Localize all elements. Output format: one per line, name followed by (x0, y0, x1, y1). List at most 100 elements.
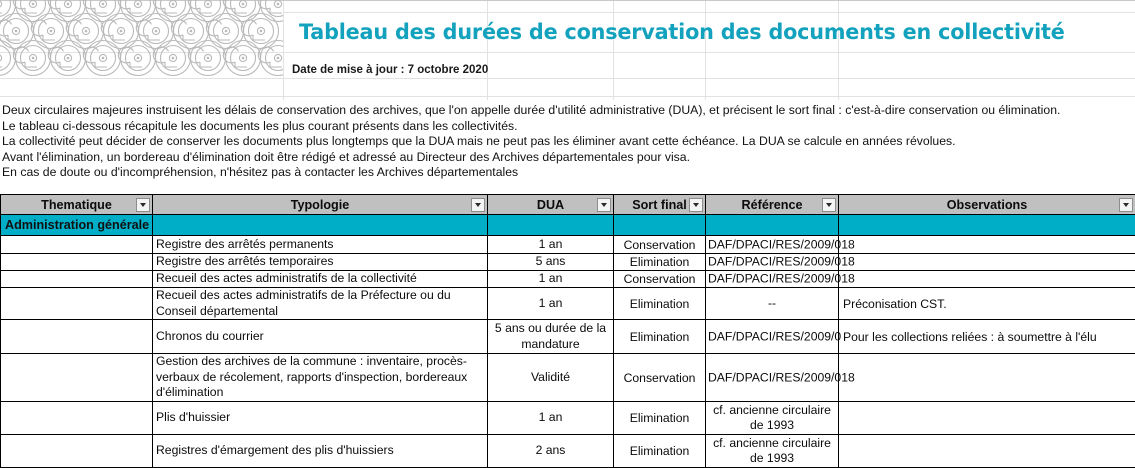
section-band-label: Administration générale (1, 215, 153, 236)
column-header-label: Référence (742, 198, 803, 212)
intro-line: Le tableau ci-dessous récapitule les doc… (2, 119, 1126, 135)
intro-line: Deux circulaires majeures instruisent le… (2, 103, 1126, 119)
column-header-label: DUA (537, 198, 564, 212)
column-header-label: Observations (947, 198, 1028, 212)
cell-reference: DAF/DPACI/RES/2009/018 (706, 320, 839, 354)
column-header-dua[interactable]: DUA (488, 195, 614, 215)
cell-observations (839, 402, 1135, 435)
cell-observations: Préconisation CST. (839, 288, 1135, 320)
column-header-label: Sort final (632, 198, 687, 212)
cell-thematique (1, 402, 153, 435)
cell-thematique (1, 354, 153, 402)
section-band-cell (706, 215, 839, 236)
cell-sort-final: Conservation (614, 354, 706, 402)
table-header-row: Thematique Typologie DUA Sort final Réfé… (1, 195, 1135, 215)
update-date-label: Date de mise à jour : 7 octobre 2020 (292, 62, 488, 78)
table-row[interactable]: Registres d'émargement des plis d'huissi… (1, 435, 1135, 468)
cell-typologie: Registres d'émargement des plis d'huissi… (153, 435, 488, 468)
filter-dropdown-icon[interactable] (1119, 198, 1133, 212)
cell-reference: DAF/DPACI/RES/2009/018 (706, 271, 839, 288)
spiral-pattern-logo-icon (0, 0, 283, 78)
column-header-label: Typologie (291, 198, 350, 212)
gridline-horizontal (283, 12, 1135, 13)
cell-reference-text: DAF/DPACI/RES/2009/018 (708, 237, 855, 252)
cell-dua: 1 an (488, 402, 614, 435)
intro-line: En cas de doute ou d'incompréhension, n'… (2, 165, 1126, 181)
column-header-observations[interactable]: Observations (839, 195, 1135, 215)
cell-thematique (1, 271, 153, 288)
section-band-cell (839, 215, 1135, 236)
conservation-table: Thematique Typologie DUA Sort final Réfé… (0, 194, 1135, 468)
page-title: Tableau des durées de conservation des d… (299, 17, 1090, 49)
cell-dua: 1 an (488, 288, 614, 320)
cell-thematique (1, 288, 153, 320)
cell-dua: Validité (488, 354, 614, 402)
cell-sort-final: Conservation (614, 236, 706, 254)
cell-dua: 5 ans ou durée de la mandature (488, 320, 614, 354)
table-row[interactable]: Recueil des actes administratifs de la P… (1, 288, 1135, 320)
filter-dropdown-icon[interactable] (136, 198, 150, 212)
cell-sort-final: Elimination (614, 288, 706, 320)
cell-reference: -- (706, 288, 839, 320)
gridline-vertical (283, 0, 284, 100)
cell-typologie: Recueil des actes administratifs de la c… (153, 271, 488, 288)
cell-reference: DAF/DPACI/RES/2009/018 (706, 354, 839, 402)
cell-reference-text: DAF/DPACI/RES/2009/018 (708, 254, 855, 269)
cell-reference: DAF/DPACI/RES/2009/018 (706, 254, 839, 271)
table-row[interactable]: Chronos du courrier 5 ans ou durée de la… (1, 320, 1135, 354)
filter-dropdown-icon[interactable] (822, 198, 836, 212)
cell-sort-final: Conservation (614, 271, 706, 288)
table-row[interactable]: Plis d'huissier 1 an Elimination cf. anc… (1, 402, 1135, 435)
gridline-horizontal (0, 96, 1135, 97)
table-row[interactable]: Registre des arrêtés temporaires 5 ans E… (1, 254, 1135, 271)
cell-thematique (1, 435, 153, 468)
cell-reference-text: DAF/DPACI/RES/2009/018 (708, 329, 855, 344)
column-header-sort-final[interactable]: Sort final (614, 195, 706, 215)
intro-paragraph: Deux circulaires majeures instruisent le… (2, 103, 1132, 181)
gridline-horizontal (0, 78, 1135, 79)
cell-sort-final: Elimination (614, 435, 706, 468)
column-header-reference[interactable]: Référence (706, 195, 839, 215)
cell-reference-text: DAF/DPACI/RES/2009/018 (708, 370, 855, 385)
column-header-thematique[interactable]: Thematique (1, 195, 153, 215)
filter-dropdown-icon[interactable] (597, 198, 611, 212)
cell-reference-text: DAF/DPACI/RES/2009/018 (708, 271, 855, 286)
cell-sort-final: Elimination (614, 254, 706, 271)
intro-line: Avant l'élimination, un bordereau d'élim… (2, 150, 1126, 166)
table-row[interactable]: Gestion des archives de la commune : inv… (1, 354, 1135, 402)
cell-observations (839, 254, 1135, 271)
cell-dua: 1 an (488, 271, 614, 288)
cell-reference: cf. ancienne circulaire de 1993 (706, 402, 839, 435)
cell-observations (839, 354, 1135, 402)
table-row[interactable]: Recueil des actes administratifs de la c… (1, 271, 1135, 288)
gridline-vertical (705, 0, 706, 100)
document-banner: Tableau des durées de conservation des d… (0, 0, 1135, 194)
column-header-label: Thematique (41, 198, 112, 212)
cell-typologie: Registre des arrêtés temporaires (153, 254, 488, 271)
cell-observations (839, 271, 1135, 288)
cell-typologie: Gestion des archives de la commune : inv… (153, 354, 488, 402)
section-band-cell (153, 215, 488, 236)
cell-reference: DAF/DPACI/RES/2009/018 (706, 236, 839, 254)
gridline-vertical (487, 0, 488, 100)
cell-typologie: Plis d'huissier (153, 402, 488, 435)
intro-line: La collectivité peut décider de conserve… (2, 134, 1126, 150)
column-header-typologie[interactable]: Typologie (153, 195, 488, 215)
cell-sort-final: Elimination (614, 402, 706, 435)
cell-observations (839, 435, 1135, 468)
filter-dropdown-icon[interactable] (471, 198, 485, 212)
section-band-cell (488, 215, 614, 236)
cell-sort-final: Elimination (614, 320, 706, 354)
cell-observations-text: Pour les collections reliées : à soumett… (842, 330, 1097, 344)
table-row[interactable]: Registre des arrêtés permanents 1 an Con… (1, 236, 1135, 254)
section-band-cell (614, 215, 706, 236)
filter-dropdown-icon[interactable] (689, 198, 703, 212)
cell-observations-text: Préconisation CST. (842, 297, 947, 311)
cell-typologie: Registre des arrêtés permanents (153, 236, 488, 254)
conservation-table-wrapper: Thematique Typologie DUA Sort final Réfé… (0, 194, 1135, 468)
cell-reference: cf. ancienne circulaire de 1993 (706, 435, 839, 468)
cell-dua: 5 ans (488, 254, 614, 271)
cell-observations (839, 236, 1135, 254)
cell-typologie: Recueil des actes administratifs de la P… (153, 288, 488, 320)
cell-typologie: Chronos du courrier (153, 320, 488, 354)
